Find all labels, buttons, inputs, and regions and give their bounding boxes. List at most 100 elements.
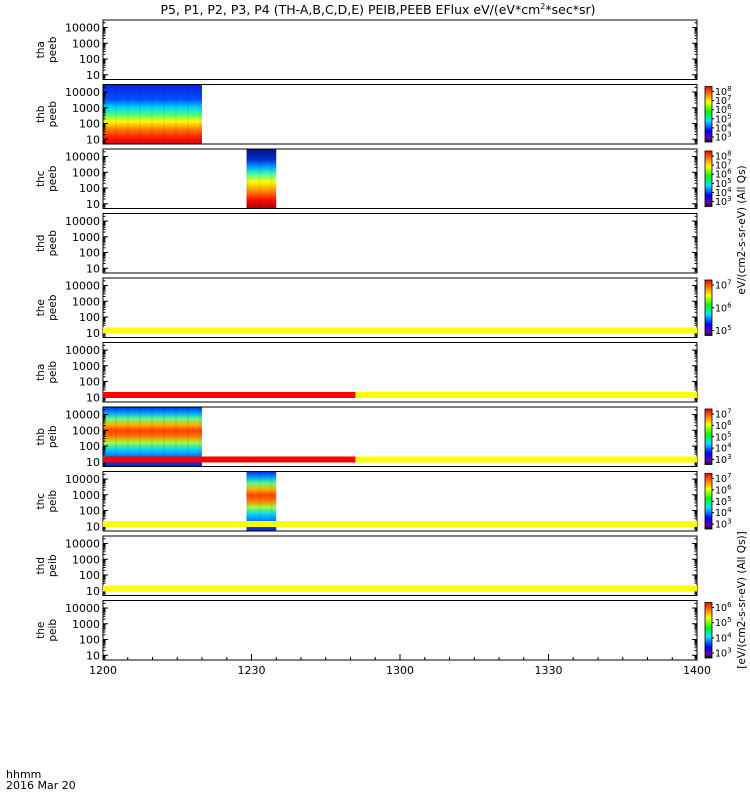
spectrogram-texture [151, 84, 153, 144]
x-tick-label: 1230 [238, 664, 266, 677]
y-tick-label: 1000 [72, 553, 100, 566]
panel-probe-label: the [35, 299, 47, 316]
y-tick-label: 10 [86, 520, 100, 533]
status-bar-segment [103, 585, 697, 592]
colorbar-tick-label: 107 [715, 279, 732, 292]
panel-thd-peeb: 10 100 1000 10000 thd peeb [35, 213, 698, 275]
y-tick-label: 100 [79, 376, 100, 389]
spectrogram-texture [127, 407, 129, 467]
y-tick-label: 1000 [72, 295, 100, 308]
spectrogram-texture [163, 84, 165, 144]
colorbar-gradient [704, 279, 713, 336]
panel-product-label: peib [47, 425, 59, 448]
y-tick-label: 10 [86, 327, 100, 340]
y-tick-label: 10 [86, 456, 100, 469]
colorbar-tick-label: 103 [715, 453, 732, 466]
y-tick-label: 10 [86, 649, 100, 662]
spectrogram-block [103, 84, 202, 144]
colorbar-gradient [704, 150, 713, 207]
status-bar-segment [355, 392, 697, 398]
y-tick-label: 10000 [65, 409, 100, 422]
colorbar-tick-label: 106 [715, 601, 732, 614]
panel-probe-label: thb [35, 105, 47, 123]
y-tick-label: 10000 [65, 538, 100, 551]
y-tick-label: 100 [79, 53, 100, 66]
y-tick-label: 100 [79, 182, 100, 195]
y-tick-label: 1000 [72, 618, 100, 631]
colorbar-tick-label: 103 [715, 647, 732, 660]
colorbar-gradient [704, 86, 713, 143]
panel-frame [102, 213, 698, 274]
spectrogram-texture [270, 471, 273, 531]
y-tick-label: 10 [86, 133, 100, 146]
time-format-label: hhmm [6, 768, 41, 781]
spectrogram-texture [151, 407, 153, 467]
colorbar-the-peeb: 107 106 105 [704, 279, 732, 337]
colorbar-the-peib: 106 105 104 103 [704, 601, 732, 660]
date-label: 2016 Mar 20 [6, 779, 76, 792]
panel-probe-label: thc [35, 493, 47, 510]
spectrogram-texture [258, 149, 261, 209]
panel-tha-peeb: 10 100 1000 10000 tha peeb [35, 19, 698, 82]
y-tick-label: 10 [86, 585, 100, 598]
y-tick-label: 10000 [65, 86, 100, 99]
colorbar-tick-label: 105 [715, 324, 732, 337]
panel-frame [102, 600, 698, 661]
panel-probe-label: tha [35, 364, 47, 381]
status-bar-segment [103, 456, 356, 463]
panel-thc-peeb: 10 100 1000 10000 thc peeb [35, 148, 698, 211]
panel-the-peib: 10 100 1000 10000 the peib [35, 600, 698, 662]
y-tick-label: 10 [86, 198, 100, 211]
spectrogram-texture [115, 84, 117, 144]
panel-product-label: peeb [47, 294, 59, 321]
panel-thd-peib: 10 100 1000 10000 thd peib [35, 535, 698, 598]
spectrogram-texture [139, 407, 141, 467]
panel-product-label: peeb [47, 165, 59, 192]
spectrogram-texture [139, 84, 141, 144]
panel-product-label: peib [47, 361, 59, 384]
panel-frame [102, 148, 698, 209]
x-tick-label: 1400 [683, 664, 711, 677]
y-tick-label: 10000 [65, 344, 100, 357]
y-tick-label: 10000 [65, 473, 100, 486]
x-tick-label: 1200 [89, 664, 117, 677]
colorbar-label-peeb: eV/(cm2-s-sr-eV) (All Qs) [736, 165, 748, 294]
y-tick-label: 100 [79, 247, 100, 260]
colorbar-tick-label: 106 [715, 301, 732, 314]
panel-the-peeb: 10 100 1000 10000 the peeb [35, 277, 698, 340]
spectrogram-texture [175, 84, 177, 144]
spectrogram-texture [246, 149, 249, 209]
y-tick-label: 100 [79, 505, 100, 518]
panel-tha-peib: 10 100 1000 10000 tha peib [35, 342, 698, 404]
panel-product-label: peeb [47, 230, 59, 257]
spectrogram-block [246, 149, 277, 209]
spectrogram-texture [199, 84, 201, 144]
y-tick-label: 1000 [72, 424, 100, 437]
y-tick-label: 10 [86, 69, 100, 82]
y-tick-label: 10000 [65, 602, 100, 615]
panel-frame [102, 19, 698, 80]
colorbar-gradient [704, 408, 713, 465]
spectrogram-texture [187, 407, 189, 467]
x-tick-label: 1330 [535, 664, 563, 677]
colorbar-tick-label: 103 [715, 518, 732, 531]
y-tick-label: 10000 [65, 22, 100, 35]
x-tick-label: 1300 [386, 664, 414, 677]
y-tick-label: 100 [79, 118, 100, 131]
spectrogram-texture [115, 407, 117, 467]
y-tick-label: 100 [79, 311, 100, 324]
status-bar-segment [355, 456, 697, 463]
colorbar-label-peib: [eV/(cm2-s-sr-eV) (All Qs)] [736, 531, 748, 668]
panel-product-label: peeb [47, 36, 59, 63]
colorbar-gradient [704, 602, 713, 659]
y-tick-label: 1000 [72, 37, 100, 50]
panel-product-label: peib [47, 554, 59, 577]
y-tick-label: 100 [79, 634, 100, 647]
colorbar-tick-label: 103 [715, 195, 732, 208]
y-tick-label: 1000 [72, 166, 100, 179]
panel-product-label: peeb [47, 101, 59, 128]
